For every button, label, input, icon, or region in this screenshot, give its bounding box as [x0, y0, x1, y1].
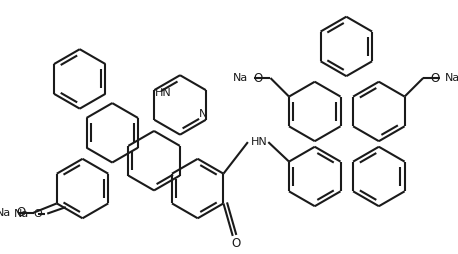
Text: Na: Na: [445, 73, 458, 83]
Text: N: N: [199, 109, 207, 119]
Text: O: O: [254, 72, 263, 85]
Text: HN: HN: [155, 88, 172, 98]
Text: O: O: [231, 237, 240, 250]
Text: Na: Na: [0, 208, 11, 218]
Text: Na: Na: [14, 209, 29, 219]
Text: O: O: [34, 209, 43, 219]
Text: O: O: [17, 206, 26, 219]
Text: Na: Na: [233, 73, 248, 83]
Text: HN: HN: [251, 137, 267, 147]
Text: O: O: [431, 72, 440, 85]
